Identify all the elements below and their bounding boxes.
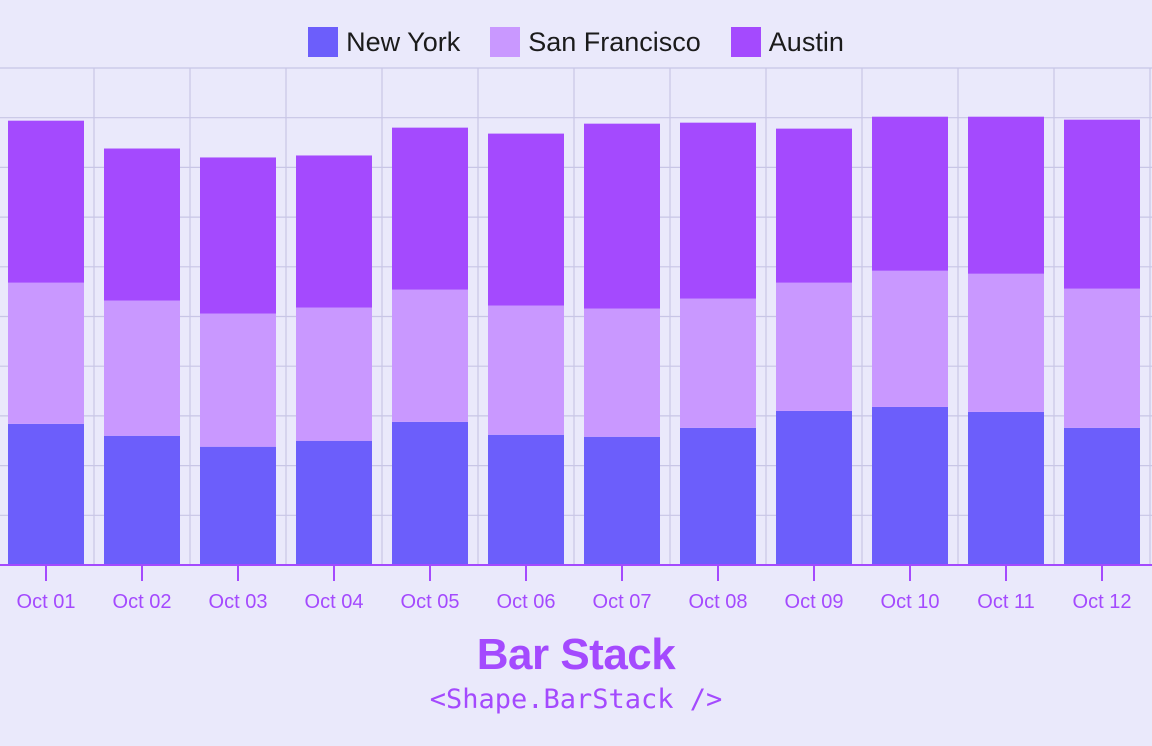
x-tick-label: Oct 09 (785, 591, 844, 613)
bar-segment (968, 116, 1044, 274)
legend-label: New York (346, 26, 461, 57)
bar-segment (776, 128, 852, 283)
x-tick-label: Oct 08 (689, 591, 748, 613)
bar-segment (392, 127, 468, 290)
bar-segment (296, 440, 372, 565)
bar-segment (200, 313, 276, 447)
x-tick-label: Oct 07 (593, 591, 652, 613)
bar-segment (1064, 119, 1140, 289)
legend-label: Austin (768, 26, 844, 57)
legend-item-san-francisco: San Francisco (490, 27, 701, 58)
bar-segment (968, 273, 1044, 412)
x-tick-label: Oct 04 (305, 591, 364, 613)
bar-segment (8, 423, 84, 565)
bar-segment (872, 116, 948, 271)
bar-segment (584, 436, 660, 565)
x-tick-label: Oct 10 (881, 591, 940, 613)
bar-segment (776, 282, 852, 411)
bar-segment (200, 157, 276, 314)
bar-segment (296, 307, 372, 441)
bar-segment (1064, 288, 1140, 428)
bar-segment (584, 308, 660, 437)
legend-swatch-san-francisco (490, 27, 521, 57)
bar-segment (776, 410, 852, 565)
component-name: <Shape.BarStack /> (429, 684, 723, 715)
bar-segment (296, 155, 372, 308)
x-tick-label: Oct 03 (209, 591, 268, 613)
bar-segment (680, 122, 756, 299)
bar-segment (872, 270, 948, 407)
bar-segment (8, 282, 84, 424)
x-tick-label: Oct 11 (977, 591, 1034, 613)
x-tick-label: Oct 01 (17, 591, 76, 613)
bar-segment (200, 446, 276, 565)
x-tick-label: Oct 05 (401, 591, 460, 613)
chart-bars (8, 116, 1140, 565)
bar-segment (680, 298, 756, 428)
legend-label: San Francisco (528, 26, 701, 57)
bar-segment (392, 421, 468, 565)
chart-grid (0, 67, 1152, 566)
x-tick-label: Oct 02 (113, 591, 172, 613)
bar-segment (968, 411, 1044, 565)
legend-item-austin: Austin (730, 26, 844, 58)
bar-segment (104, 148, 180, 301)
stacked-bar-chart: Oct 01 Oct 02 Oct 03 Oct 04 Oct 05 Oct 06 Oct … (0, 67, 1152, 613)
bar-segment (104, 300, 180, 436)
bar-segment (584, 123, 660, 309)
bar-segment (104, 435, 180, 565)
x-tick-label: Oct 12 (1073, 591, 1132, 613)
legend-item-new-york: New York (308, 27, 460, 58)
legend-swatch-new-york (308, 27, 339, 57)
bar-segment (488, 434, 564, 565)
bar-segment (8, 120, 84, 283)
bar-segment (1064, 427, 1140, 565)
bar-segment (872, 406, 948, 565)
bar-segment (488, 305, 564, 435)
chart-legend: New York San Francisco Austin (0, 22, 1152, 62)
x-tick-label: Oct 06 (497, 591, 556, 613)
bar-segment (392, 289, 468, 422)
bar-segment (680, 427, 756, 565)
x-axis: Oct 01 Oct 02 Oct 03 Oct 04 Oct 05 Oct 06 Oct … (0, 564, 1152, 613)
page-title: Bar Stack (476, 630, 676, 679)
legend-swatch-austin (730, 27, 761, 57)
bar-segment (488, 133, 564, 306)
